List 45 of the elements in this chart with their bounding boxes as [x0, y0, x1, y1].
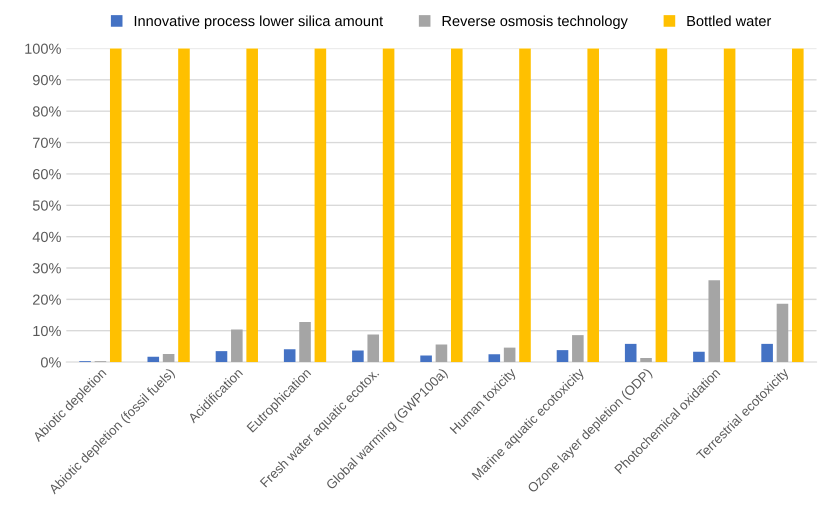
bar [776, 304, 788, 362]
bar [624, 344, 637, 362]
bar [587, 48, 599, 362]
bar [178, 48, 190, 362]
bar [724, 48, 736, 362]
y-tick-label: 90% [32, 74, 61, 86]
y-tick-label: 20% [33, 294, 61, 305]
bar [246, 48, 258, 362]
bar [519, 48, 531, 362]
bar [436, 344, 448, 362]
bar [450, 48, 463, 362]
y-tick-label: 10% [33, 326, 61, 336]
bar [314, 48, 326, 362]
bar [284, 349, 296, 362]
bar [162, 354, 174, 362]
y-tick-label: 60% [33, 169, 61, 180]
y-tick-label: 0% [40, 357, 61, 368]
bar [708, 280, 720, 362]
y-tick-label: 100% [25, 44, 61, 54]
y-tick-label: 40% [32, 232, 61, 242]
y-tick-label: 70% [33, 138, 61, 148]
legend-label: Reverse osmosis technology [442, 15, 628, 30]
legend-label: Innovative process lower silica amount [134, 15, 384, 30]
bar [656, 48, 668, 362]
bar [504, 348, 516, 362]
bar [640, 358, 652, 362]
bar [216, 351, 228, 362]
bar [299, 322, 311, 362]
legend-label: Bottled water [687, 15, 772, 26]
bar [420, 356, 432, 362]
bar [792, 48, 804, 362]
bar [352, 350, 364, 362]
bar [693, 352, 705, 362]
y-tick-label: 80% [32, 106, 61, 117]
bar [367, 334, 380, 362]
y-tick-label: 50% [32, 200, 61, 211]
bar [147, 356, 160, 362]
bar [110, 48, 122, 362]
bar [572, 335, 584, 362]
bar [231, 329, 243, 362]
bar [488, 354, 500, 362]
bar [382, 48, 394, 362]
bar [556, 350, 568, 362]
y-tick-label: 30% [32, 263, 61, 274]
bar [761, 344, 773, 362]
